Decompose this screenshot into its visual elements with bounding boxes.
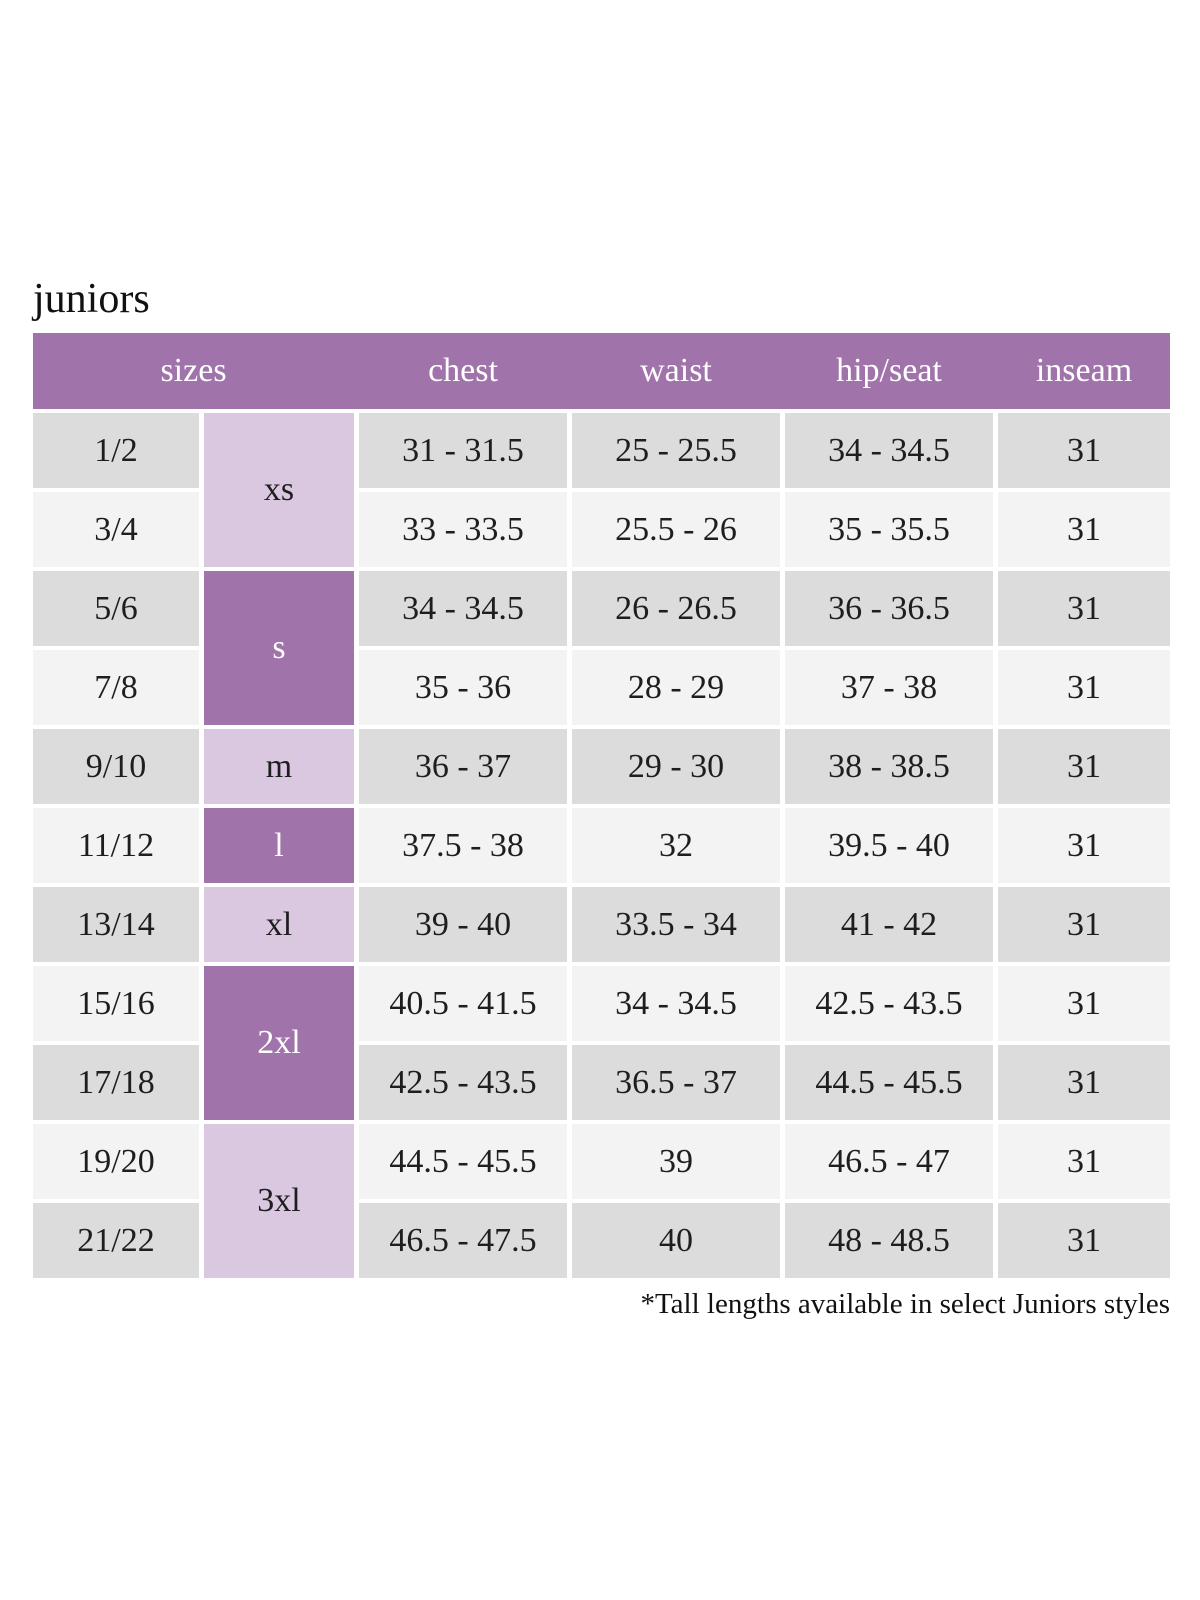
measurement-cell-chest: 36 - 37 [359,729,567,804]
letter-size-cell-2xl: 2xl [204,966,354,1120]
column-header-hip-seat: hip/seat [836,352,942,389]
column-header-chest: chest [428,352,498,389]
measurement-cell-inseam: 31 [998,1124,1170,1199]
measurement-cell-inseam: 31 [998,808,1170,883]
size-cell: 9/10 [33,729,199,804]
measurement-cell-inseam: 31 [998,492,1170,567]
measurement-cell-chest: 33 - 33.5 [359,492,567,567]
measurement-cell-waist: 36.5 - 37 [572,1045,780,1120]
measurement-cell-chest: 35 - 36 [359,650,567,725]
size-cell: 7/8 [33,650,199,725]
measurement-cell-hip-seat: 42.5 - 43.5 [785,966,993,1041]
table-header-row: sizes chest waist hip/seat inseam [33,333,1170,409]
page-title: juniors [33,276,150,322]
measurement-cell-hip-seat: 36 - 36.5 [785,571,993,646]
juniors-size-chart: sizes chest waist hip/seat inseam xs 1/2 3… [33,333,1170,1278]
column-header-inseam: inseam [1035,352,1133,389]
measurement-cell-hip-seat: 39.5 - 40 [785,808,993,883]
size-cell: 5/6 [33,571,199,646]
measurement-cell-waist: 33.5 - 34 [572,887,780,962]
measurement-cell-waist: 28 - 29 [572,650,780,725]
measurement-cell-hip-seat: 44.5 - 45.5 [785,1045,993,1120]
size-cell: 21/22 [33,1203,199,1278]
measurement-cell-chest: 31 - 31.5 [359,413,567,488]
table-body: xs 1/2 31 - 31.5 25 - 25.5 34 - 34.5 31 3/4 33 … [33,413,1170,1278]
size-cell: 11/12 [33,808,199,883]
measurement-cell-chest: 46.5 - 47.5 [359,1203,567,1278]
measurement-cell-chest: 42.5 - 43.5 [359,1045,567,1120]
measurement-cell-chest: 39 - 40 [359,887,567,962]
letter-size-cell-xl: xl [204,887,354,962]
letter-size-cell-l: l [204,808,354,883]
measurement-cell-hip-seat: 41 - 42 [785,887,993,962]
column-header-sizes: sizes [160,352,227,389]
measurement-cell-inseam: 31 [998,413,1170,488]
measurement-cell-chest: 34 - 34.5 [359,571,567,646]
measurement-cell-chest: 37.5 - 38 [359,808,567,883]
letter-size-cell-3xl: 3xl [204,1124,354,1278]
measurement-cell-inseam: 31 [998,887,1170,962]
size-cell: 3/4 [33,492,199,567]
measurement-cell-hip-seat: 34 - 34.5 [785,413,993,488]
measurement-cell-waist: 32 [572,808,780,883]
letter-size-cell-m: m [204,729,354,804]
measurement-cell-inseam: 31 [998,729,1170,804]
measurement-cell-hip-seat: 35 - 35.5 [785,492,993,567]
measurement-cell-inseam: 31 [998,966,1170,1041]
size-cell: 1/2 [33,413,199,488]
measurement-cell-inseam: 31 [998,1045,1170,1120]
letter-size-cell-xs: xs [204,413,354,567]
measurement-cell-waist: 39 [572,1124,780,1199]
measurement-cell-inseam: 31 [998,1203,1170,1278]
measurement-cell-chest: 40.5 - 41.5 [359,966,567,1041]
measurement-cell-waist: 26 - 26.5 [572,571,780,646]
column-header-waist: waist [640,352,712,389]
letter-size-cell-s: s [204,571,354,725]
measurement-cell-hip-seat: 37 - 38 [785,650,993,725]
measurement-cell-waist: 25.5 - 26 [572,492,780,567]
measurement-cell-waist: 25 - 25.5 [572,413,780,488]
size-cell: 15/16 [33,966,199,1041]
size-cell: 17/18 [33,1045,199,1120]
measurement-cell-waist: 29 - 30 [572,729,780,804]
footnote: *Tall lengths available in select Junior… [640,1288,1170,1320]
measurement-cell-waist: 34 - 34.5 [572,966,780,1041]
size-cell: 13/14 [33,887,199,962]
measurement-cell-hip-seat: 38 - 38.5 [785,729,993,804]
measurement-cell-hip-seat: 46.5 - 47 [785,1124,993,1199]
measurement-cell-waist: 40 [572,1203,780,1278]
measurement-cell-hip-seat: 48 - 48.5 [785,1203,993,1278]
measurement-cell-chest: 44.5 - 45.5 [359,1124,567,1199]
measurement-cell-inseam: 31 [998,571,1170,646]
measurement-cell-inseam: 31 [998,650,1170,725]
size-cell: 19/20 [33,1124,199,1199]
